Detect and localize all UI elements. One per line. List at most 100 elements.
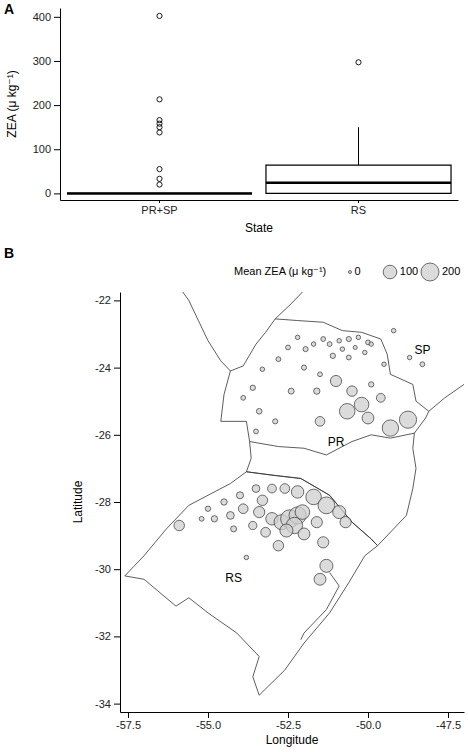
tick: -24: [95, 362, 120, 374]
tick-mark: [358, 200, 359, 203]
legend-symbol: [383, 265, 397, 279]
tick-label: 300: [33, 55, 51, 67]
tick-mark: [114, 636, 120, 637]
tick-mark: [448, 712, 449, 718]
y-axis-title: ZEA (μ kg⁻¹): [5, 70, 19, 137]
site: [399, 411, 416, 428]
outline: [246, 433, 416, 546]
outline: [221, 319, 429, 455]
site: [288, 388, 294, 394]
legend-label: 0: [355, 265, 361, 277]
tick-label: 200: [33, 99, 51, 111]
outline: [125, 472, 378, 695]
site: [327, 342, 332, 347]
tick: -57.5: [116, 712, 141, 731]
site: [252, 485, 260, 493]
site: [346, 355, 351, 360]
site: [298, 528, 310, 540]
site: [369, 382, 374, 387]
panel-label: B: [4, 245, 14, 261]
panel-label: A: [4, 1, 14, 17]
x-axis-line: [121, 712, 465, 713]
site: [320, 559, 333, 572]
plot-area: [67, 13, 451, 193]
outlier: [356, 60, 361, 65]
tick-mark: [368, 712, 369, 718]
x-axis: PR+SPRS: [61, 200, 459, 216]
tick-mark: [114, 435, 120, 436]
site: [295, 505, 310, 520]
site: [318, 537, 329, 548]
tick: 300: [33, 55, 60, 67]
site: [321, 337, 326, 342]
site: [254, 506, 265, 517]
region-label: PR: [328, 435, 345, 449]
tick-label: -47.5: [436, 719, 461, 731]
site: [315, 417, 325, 427]
site: [295, 335, 300, 340]
tick-mark: [114, 502, 120, 503]
tick-label: -34: [95, 698, 111, 710]
whisker: [358, 127, 359, 165]
site: [273, 419, 278, 424]
site: [363, 350, 368, 355]
tick: -30: [95, 563, 120, 575]
legend-symbol: [421, 263, 439, 281]
outlier: [157, 167, 162, 172]
site: [236, 492, 243, 499]
site: [353, 345, 357, 349]
site: [231, 526, 237, 532]
tick: -26: [95, 429, 120, 441]
site: [280, 484, 290, 494]
tick-label: -30: [95, 563, 111, 575]
site: [330, 375, 341, 386]
outlier: [157, 13, 162, 18]
outlier: [157, 97, 162, 102]
site: [238, 504, 248, 514]
site: [318, 497, 335, 514]
tick: -50.0: [356, 712, 381, 731]
tick: 200: [33, 99, 60, 111]
site: [376, 393, 385, 402]
site: [330, 353, 335, 358]
tick-label: 400: [33, 11, 51, 23]
site: [244, 555, 249, 560]
site: [174, 520, 185, 531]
tick-label: -22: [95, 294, 111, 306]
outlier: [157, 125, 162, 130]
site: [346, 336, 351, 341]
site: [382, 362, 387, 367]
tick: 0: [45, 187, 60, 199]
site: [314, 573, 326, 585]
site: [337, 338, 342, 343]
tick-mark: [114, 300, 120, 301]
site: [382, 420, 398, 436]
tick-mark: [114, 368, 120, 369]
site: [227, 512, 235, 520]
tick-label: -28: [95, 496, 111, 508]
tick-mark: [54, 149, 60, 150]
tick-mark: [54, 105, 60, 106]
legend-symbol: [349, 271, 352, 274]
tick-mark: [159, 200, 160, 203]
site: [261, 527, 271, 537]
y-axis-line: [60, 9, 61, 201]
figure: A0100200300400PR+SPRSStateZEA (μ kg⁻¹)BP…: [0, 0, 468, 752]
tick: -55.0: [196, 712, 221, 731]
tick-mark: [54, 193, 60, 194]
tick-mark: [288, 712, 289, 718]
outlier: [157, 176, 162, 181]
site: [356, 335, 361, 340]
site: [291, 486, 303, 498]
site: [276, 357, 281, 362]
tick-mark: [54, 61, 60, 62]
tick: PR+SP: [141, 200, 177, 216]
tick: -47.5: [436, 712, 461, 731]
tick: 100: [33, 143, 60, 155]
site: [211, 516, 217, 522]
y-axis: -34-32-30-28-26-24-22: [95, 293, 120, 713]
site: [273, 540, 284, 551]
site: [311, 342, 316, 347]
outlier: [157, 130, 162, 135]
plot-area: [125, 292, 464, 695]
